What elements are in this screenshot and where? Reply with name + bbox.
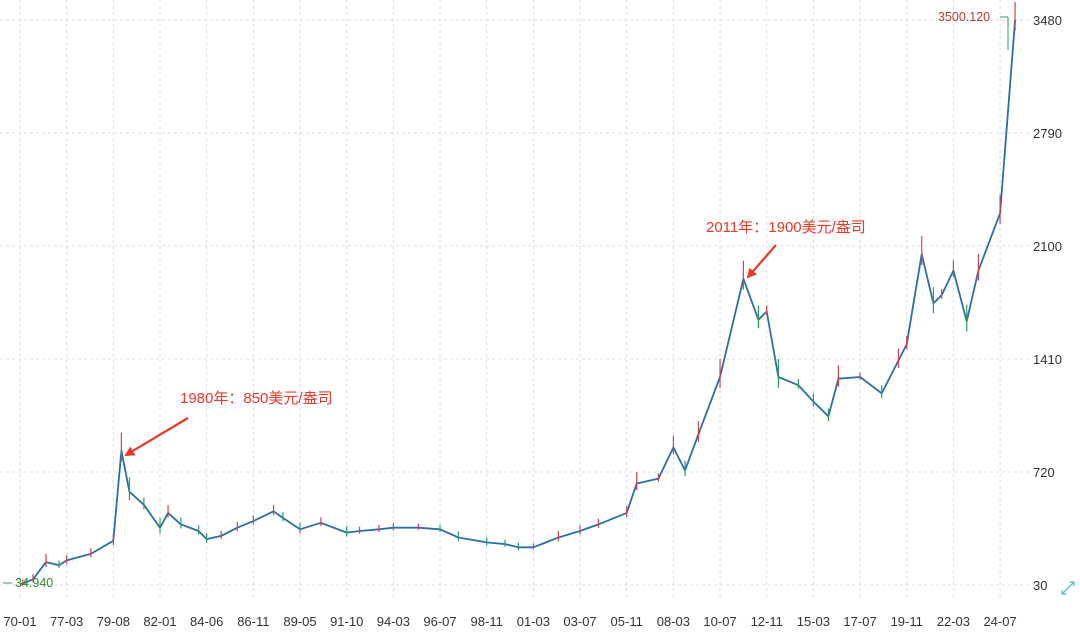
x-tick-label: 24-07 xyxy=(983,614,1016,629)
y-tick-label: 2790 xyxy=(1033,126,1062,141)
x-tick-label: 01-03 xyxy=(517,614,550,629)
extreme-labels: 3500.120 34.940 xyxy=(3,10,1009,590)
x-tick-label: 15-03 xyxy=(797,614,830,629)
price-line xyxy=(19,19,1016,586)
x-tick-label: 94-03 xyxy=(377,614,410,629)
y-tick-label: 720 xyxy=(1033,465,1055,480)
x-tick-label: 91-10 xyxy=(330,614,363,629)
annotations: 1980年：850美元/盎司 2011年：1900美元/盎司 xyxy=(124,219,866,457)
x-tick-label: 19-11 xyxy=(891,614,923,629)
y-tick-label: 30 xyxy=(1033,578,1047,593)
y-axis: 3480 2790 2100 1410 720 30 xyxy=(1033,13,1062,593)
x-tick-label: 10-07 xyxy=(703,614,736,629)
min-value-label: 34.940 xyxy=(15,576,53,590)
x-tick-label: 03-07 xyxy=(563,614,596,629)
grid xyxy=(0,0,1030,600)
x-tick-label: 89-05 xyxy=(283,614,316,629)
x-tick-label: 77-03 xyxy=(50,614,83,629)
x-tick-label: 82-01 xyxy=(143,614,176,629)
x-tick-label: 70-01 xyxy=(3,614,36,629)
max-value-label: 3500.120 xyxy=(938,10,990,24)
annotation-arrow xyxy=(124,417,189,457)
y-tick-label: 3480 xyxy=(1033,13,1062,28)
x-tick-label: 86-11 xyxy=(237,614,269,629)
x-tick-label: 22-03 xyxy=(937,614,970,629)
x-tick-label: 12-11 xyxy=(751,614,783,629)
series-layer xyxy=(19,2,1016,587)
x-tick-label: 98-11 xyxy=(471,614,503,629)
annotation-text: 1980年：850美元/盎司 xyxy=(180,390,333,407)
x-tick-label: 17-07 xyxy=(843,614,876,629)
annotation-text: 2011年：1900美元/盎司 xyxy=(706,219,866,236)
x-axis: 70-01 77-03 79-08 82-01 84-06 86-11 89-05 91-10… xyxy=(3,614,1016,629)
y-tick-label: 1410 xyxy=(1033,352,1062,367)
y-tick-label: 2100 xyxy=(1033,239,1062,254)
x-tick-label: 08-03 xyxy=(657,614,690,629)
annotation-arrow xyxy=(746,244,777,279)
x-tick-label: 79-08 xyxy=(97,614,130,629)
x-tick-label: 84-06 xyxy=(190,614,223,629)
x-tick-label: 96-07 xyxy=(423,614,456,629)
x-tick-label: 05-11 xyxy=(611,614,643,629)
expand-icon[interactable] xyxy=(1061,581,1075,595)
